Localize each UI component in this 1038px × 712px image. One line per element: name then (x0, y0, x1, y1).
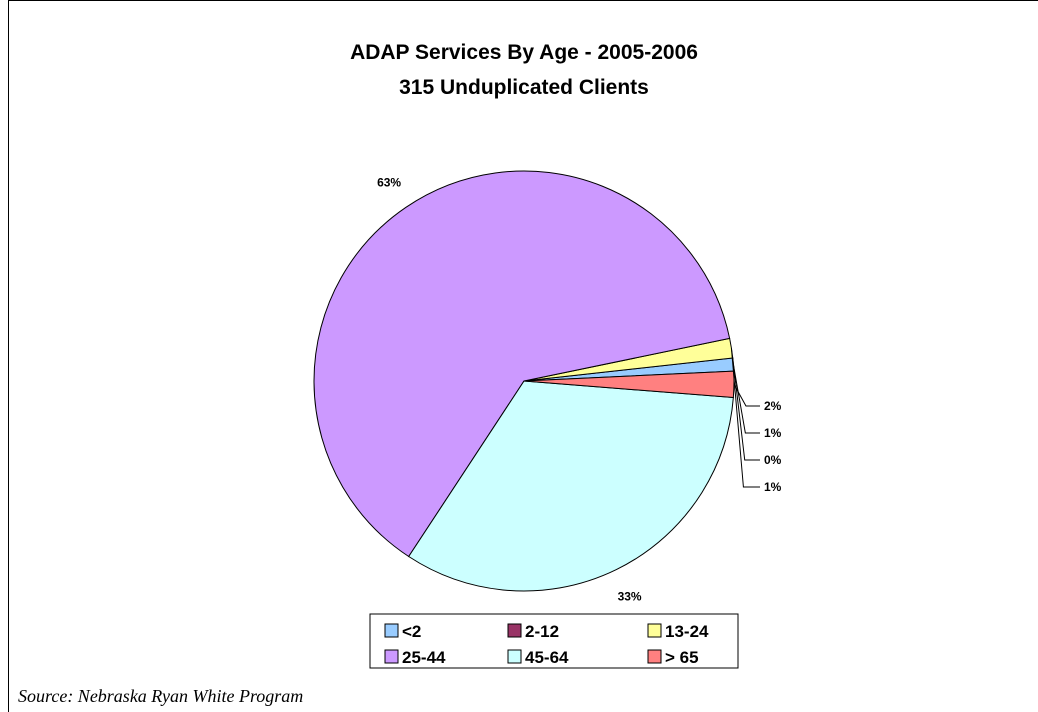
source-note: Source: Nebraska Ryan White Program (18, 686, 304, 706)
legend-label: <2 (402, 622, 421, 641)
pie-label-2: 1% (764, 426, 782, 440)
legend-label: 45-64 (525, 648, 569, 667)
pie-label-25-44: 63% (377, 176, 401, 190)
pie-label-2-12: 0% (764, 453, 782, 467)
chart-title: ADAP Services By Age - 2005-2006 (350, 41, 698, 64)
legend-swatch (507, 623, 522, 638)
legend-swatch (647, 623, 662, 638)
legend-label: 13-24 (665, 622, 709, 641)
legend-swatch (647, 649, 662, 664)
leader-line (732, 357, 760, 461)
leader-line (732, 364, 760, 434)
leader-line (730, 348, 760, 488)
pie-slice-45-64 (408, 380, 734, 592)
pie-label-45-64: 33% (618, 590, 642, 604)
legend-label: 25-44 (402, 648, 446, 667)
legend-box (369, 613, 739, 669)
legend-label: 2-12 (525, 622, 559, 641)
legend: <2 2-12 13-24 25-44 45-64 > 65 (369, 613, 739, 669)
pie-label-13-24: 1% (764, 480, 782, 494)
pie-slice-25-44 (313, 170, 731, 558)
pie-label-65: 2% (764, 399, 782, 413)
chart-frame (8, 0, 1038, 712)
pie-slices (313, 170, 735, 592)
leader-line (733, 384, 760, 407)
legend-swatch (507, 649, 522, 664)
legend-label: > 65 (665, 648, 699, 667)
pie-labels: 1% 0% 1% 63% 33% 2% (377, 176, 782, 604)
legend-swatch (384, 649, 399, 664)
legend-swatch (384, 623, 399, 638)
chart-subtitle: 315 Unduplicated Clients (399, 76, 649, 99)
